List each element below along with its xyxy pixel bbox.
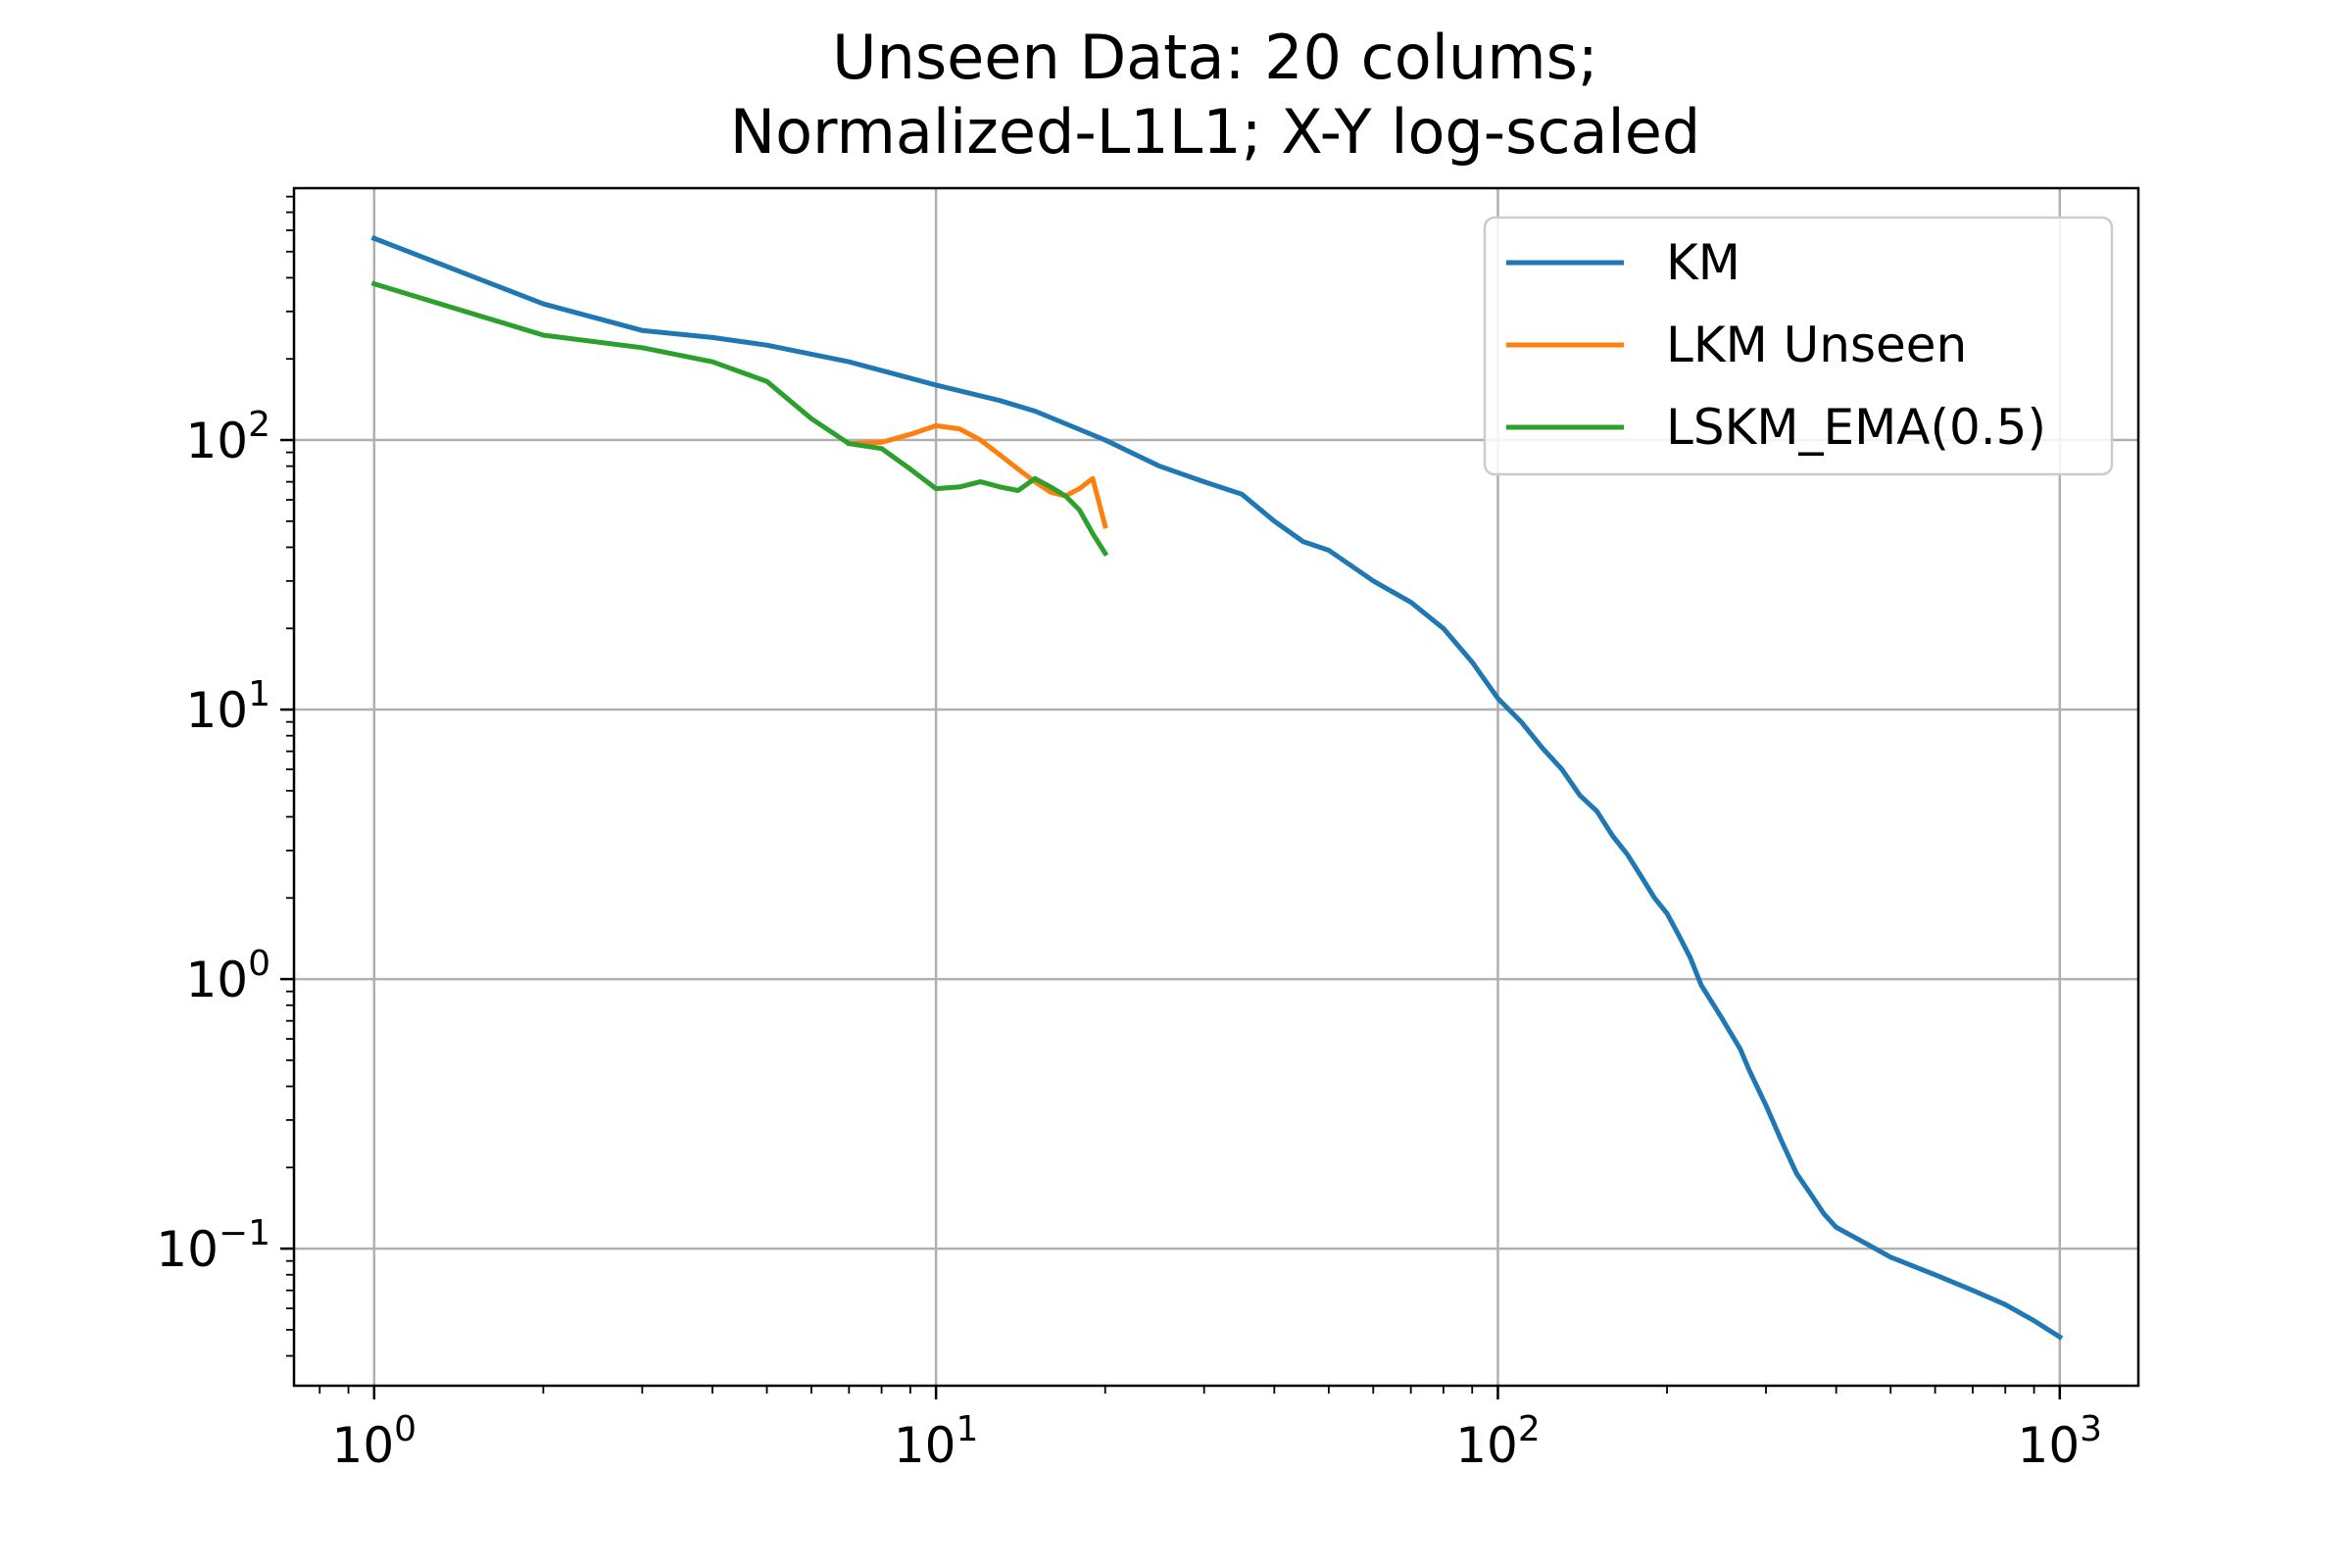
x-tick-label: 102 — [1455, 1409, 1541, 1474]
legend: KM LKM Unseen LSKM_EMA(0.5) — [1483, 216, 2114, 476]
axis-ticks: 100 101 102 103 10−1 100 101 102 — [156, 195, 2103, 1474]
legend-label-3: LSKM_EMA(0.5) — [1666, 399, 2046, 456]
series-line-1 — [370, 234, 2064, 1341]
x-tick-label: 103 — [2018, 1409, 2103, 1474]
plot-series — [370, 234, 2064, 1341]
y-tick-label: 102 — [185, 405, 270, 469]
y-tick-label: 10−1 — [156, 1213, 270, 1278]
y-tick-label: 100 — [185, 944, 270, 1008]
chart-title-line-2: Normalized-L1L1; X-Y log-scaled — [730, 96, 1701, 168]
plot-frame — [292, 186, 2140, 1388]
legend-label-1: KM — [1666, 234, 1740, 291]
legend-box — [1483, 216, 2114, 476]
chart-title: Unseen Data: 20 colums; Normalized-L1L1;… — [730, 22, 1701, 168]
series-line-2 — [846, 422, 1108, 529]
y-tick-label: 101 — [185, 674, 270, 739]
chart-title-line-1: Unseen Data: 20 colums; — [832, 22, 1598, 93]
x-tick-label: 101 — [894, 1409, 979, 1474]
legend-label-2: LKM Unseen — [1666, 317, 1967, 373]
x-tick-label: 100 — [332, 1409, 417, 1474]
series-line-3 — [370, 280, 1109, 558]
